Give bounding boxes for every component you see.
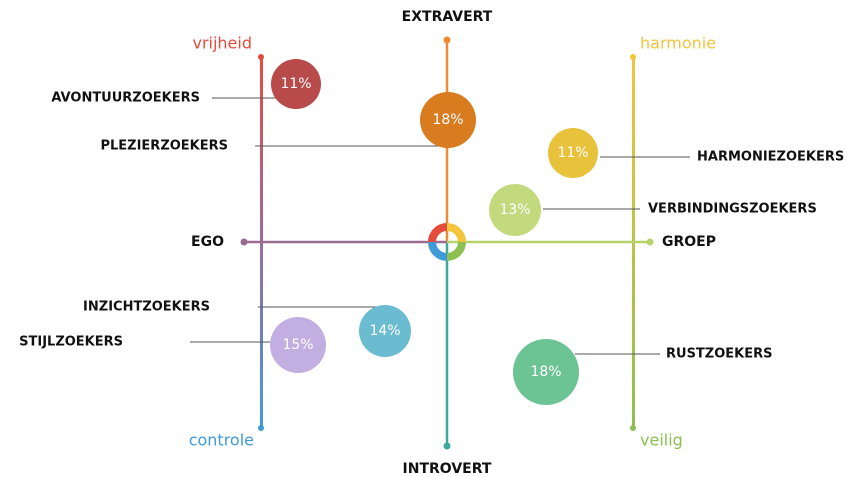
axis-label: EGO	[191, 234, 224, 250]
bubble-label: 11%	[557, 145, 588, 161]
segment-name: AVONTUURZOEKERS	[51, 91, 200, 106]
segment-name: PLEZIERZOEKERS	[100, 139, 228, 154]
bubble-label: 11%	[280, 76, 311, 92]
frame	[240, 36, 654, 450]
bubble	[489, 184, 541, 236]
axis-label: INTROVERT	[403, 461, 492, 477]
bubble-label: 14%	[369, 323, 400, 339]
segment-name: INZICHTZOEKERS	[83, 300, 210, 315]
bubble	[271, 59, 321, 109]
corner-label: vrijheid	[192, 34, 252, 53]
segments: 11% AVONTUURZOEKERS 18% PLEZIERZOEKERS 11% HA…	[19, 59, 844, 405]
bubble-label: 18%	[432, 112, 463, 128]
axis-label: GROEP	[662, 234, 716, 250]
corner-label: controle	[189, 431, 254, 450]
bubble	[270, 317, 326, 373]
segment-name: RUSTZOEKERS	[666, 347, 772, 362]
corner-label: veilig	[640, 431, 683, 450]
segment-name: STIJLZOEKERS	[19, 335, 123, 350]
bubble	[548, 128, 598, 178]
segment-name: HARMONIEZOEKERS	[697, 150, 844, 165]
bubble	[513, 339, 579, 405]
segment-name: VERBINDINGSZOEKERS	[648, 202, 817, 217]
bubble-label: 13%	[499, 202, 530, 218]
axis-label: EXTRAVERT	[402, 9, 493, 25]
bubble	[420, 92, 476, 148]
bubble	[359, 305, 411, 357]
bubble-label: 18%	[530, 364, 561, 380]
center-ring	[428, 223, 466, 261]
bubble-label: 15%	[282, 337, 313, 353]
corner-label: harmonie	[640, 34, 716, 53]
